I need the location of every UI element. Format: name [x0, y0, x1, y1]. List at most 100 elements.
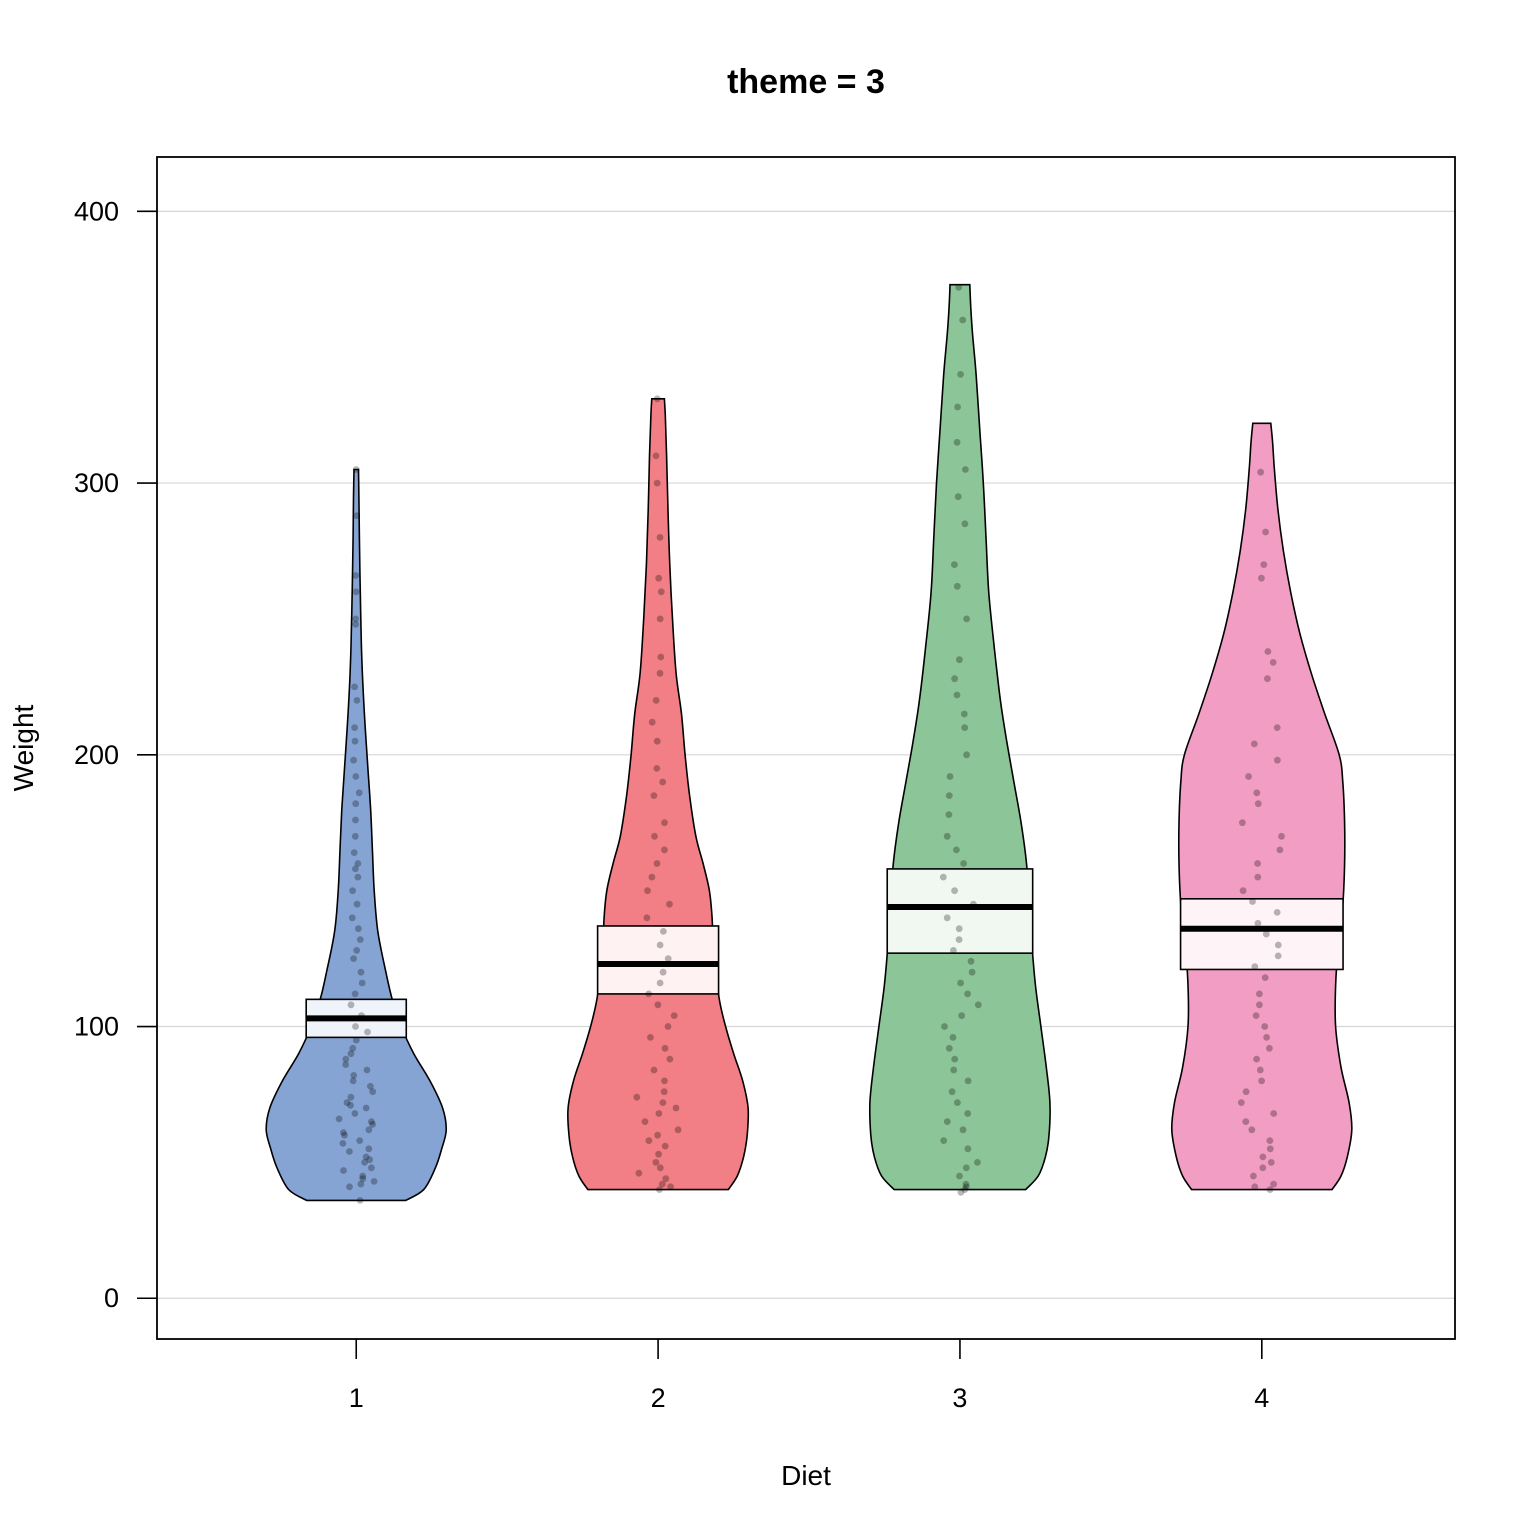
data-point: [945, 792, 953, 799]
data-point: [1250, 740, 1258, 748]
data-point: [653, 737, 661, 745]
data-point: [955, 925, 963, 933]
data-point: [363, 1066, 371, 1074]
data-point: [1253, 789, 1261, 797]
data-point: [1267, 1159, 1275, 1166]
data-point: [946, 773, 954, 780]
data-point: [963, 615, 970, 623]
data-point: [674, 1126, 682, 1134]
data-point: [960, 710, 968, 718]
data-point: [347, 1001, 355, 1009]
data-point: [1251, 1183, 1259, 1191]
data-point: [964, 1077, 972, 1085]
data-point: [960, 860, 967, 867]
data-point: [974, 1159, 981, 1166]
data-point: [352, 572, 360, 579]
data-point: [1266, 1145, 1274, 1153]
y-tick-label: 400: [74, 196, 119, 226]
data-point: [1263, 1034, 1270, 1041]
data-point: [350, 849, 358, 856]
data-point: [651, 832, 658, 840]
data-point: [667, 1183, 674, 1191]
violins: [265, 283, 1353, 1204]
data-point: [351, 724, 358, 731]
data-point: [954, 1099, 961, 1106]
data-point: [657, 653, 665, 661]
data-point: [1259, 1164, 1267, 1172]
data-point: [652, 452, 660, 460]
data-point: [656, 979, 664, 987]
data-point: [641, 1118, 649, 1125]
data-point: [346, 1183, 353, 1191]
data-point: [953, 846, 960, 854]
data-point: [645, 990, 653, 998]
data-point: [951, 561, 958, 568]
data-point: [370, 1178, 378, 1185]
data-point: [961, 520, 969, 528]
data-point: [1273, 724, 1281, 731]
data-point: [1262, 930, 1270, 938]
y-axis-label: Weight: [8, 704, 39, 791]
data-point: [352, 800, 360, 808]
data-point: [655, 1150, 662, 1158]
data-point: [961, 1186, 969, 1193]
data-point: [964, 990, 971, 998]
data-point: [659, 778, 667, 786]
data-point: [945, 811, 953, 818]
data-point: [943, 1118, 951, 1125]
data-point: [1245, 773, 1252, 780]
data-point: [1253, 1055, 1260, 1063]
data-point: [1242, 1118, 1250, 1125]
data-point: [342, 1061, 350, 1068]
data-point: [656, 615, 664, 623]
data-point: [661, 819, 668, 827]
x-tick-label: 1: [349, 1383, 364, 1413]
data-point: [964, 1145, 972, 1153]
data-point: [1254, 919, 1262, 927]
data-point: [352, 621, 360, 628]
data-point: [635, 1169, 643, 1177]
data-point: [349, 1077, 357, 1085]
data-point: [365, 1145, 373, 1153]
data-point: [963, 751, 970, 759]
data-point: [672, 1104, 680, 1112]
data-point: [953, 438, 961, 446]
data-point: [670, 1012, 678, 1019]
data-point: [974, 1001, 982, 1009]
data-point: [346, 1148, 353, 1155]
data-point: [1257, 468, 1264, 476]
data-point: [955, 936, 963, 943]
violin-body: [566, 398, 750, 1191]
data-point: [959, 316, 967, 324]
data-point: [657, 588, 665, 596]
data-point: [369, 1088, 377, 1096]
data-point: [653, 395, 661, 403]
data-point: [652, 1159, 660, 1166]
data-point: [343, 1099, 351, 1106]
data-point: [656, 941, 664, 949]
data-point: [954, 493, 962, 501]
data-point: [1264, 675, 1271, 683]
data-point: [347, 1101, 354, 1109]
data-point: [340, 1167, 347, 1174]
data-point: [1258, 1077, 1265, 1085]
data-point: [662, 1175, 670, 1183]
data-point: [958, 1012, 966, 1019]
data-point: [367, 1082, 374, 1090]
data-point: [1278, 832, 1285, 840]
data-point: [351, 832, 359, 840]
data-point: [654, 1131, 661, 1139]
data-point: [633, 1093, 641, 1101]
data-point: [352, 816, 359, 824]
data-point: [953, 582, 961, 590]
data-point: [654, 1001, 662, 1009]
data-point: [341, 1131, 348, 1139]
x-axis-label: Diet: [781, 1460, 831, 1491]
data-point: [660, 1088, 668, 1096]
data-point: [661, 1142, 669, 1150]
data-point: [650, 792, 658, 799]
y-tick-label: 100: [74, 1012, 119, 1042]
data-point: [1256, 1066, 1264, 1074]
data-point: [645, 1137, 653, 1144]
data-point: [352, 1036, 360, 1044]
